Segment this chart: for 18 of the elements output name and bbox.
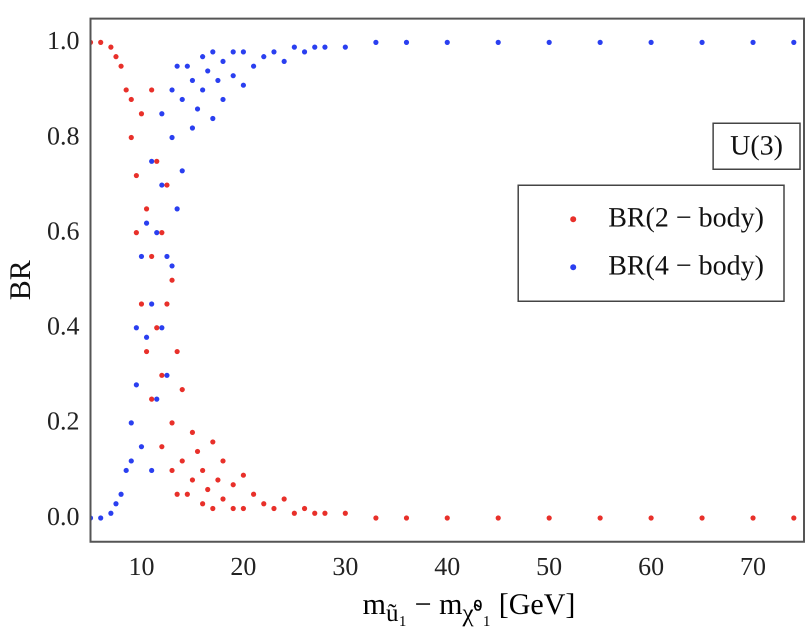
x-tick-label: 10 (128, 552, 154, 582)
x-tick-label: 60 (638, 552, 664, 582)
x-tick-label: 30 (332, 552, 358, 582)
legend-label: BR(2 − body) (608, 202, 764, 234)
y-tick-label: 0.4 (47, 312, 80, 341)
y-tick-label: 1.0 (47, 26, 80, 56)
y-tick-label: 0.2 (47, 406, 80, 436)
x-tick-label: 50 (536, 552, 562, 582)
x-axis-title: m$_{ũ₁}$ − m$_{χ̃⁰₁}$ [GeV] (362, 588, 576, 628)
x-tick-label: 20 (230, 552, 256, 582)
y-axis-title: BR (4, 260, 37, 300)
legend-label: BR(4 − body) (608, 250, 764, 282)
x-tick-label: 40 (434, 552, 460, 582)
y-tick-label: 0.6 (47, 216, 80, 246)
x-tick-label: 70 (740, 552, 766, 582)
y-tick-label: 0.0 (47, 502, 80, 531)
y-tick-label: 0.8 (47, 121, 80, 150)
annotation: U(3) (730, 130, 784, 162)
